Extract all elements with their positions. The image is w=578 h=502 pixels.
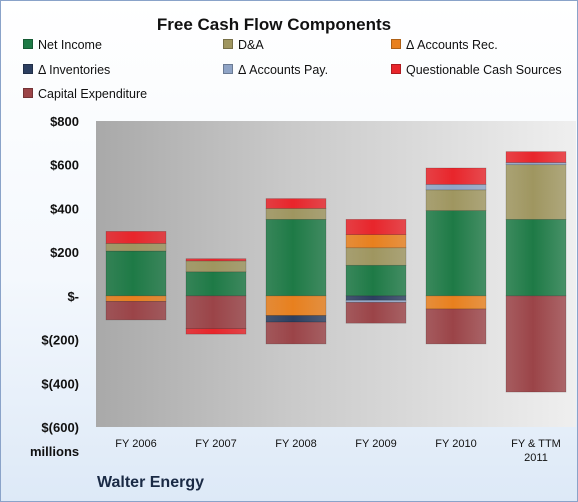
bar-segment xyxy=(105,231,167,244)
bar-segment xyxy=(345,247,407,266)
bar-segment xyxy=(505,164,567,220)
bar-segment xyxy=(265,198,327,209)
x-tick-label: FY & TTM xyxy=(511,438,561,450)
x-tick-label: FY 2008 xyxy=(275,438,316,450)
bar-segment xyxy=(505,219,567,297)
legend-swatch xyxy=(223,64,233,74)
bar-segment xyxy=(265,208,327,220)
y-tick-label: $(200) xyxy=(41,333,79,348)
x-tick-label: FY 2009 xyxy=(355,438,396,450)
legend-item: D&A xyxy=(223,38,264,52)
y-tick-label: $(400) xyxy=(41,376,79,391)
x-tick-label: FY 2006 xyxy=(115,438,156,450)
bar-segment xyxy=(425,184,487,191)
legend-item: Δ Inventories xyxy=(23,63,110,77)
chart-title: Free Cash Flow Components xyxy=(156,15,392,34)
bar-segment xyxy=(185,328,247,335)
legend-label: Δ Inventories xyxy=(38,63,111,77)
bar-segment xyxy=(345,219,407,235)
bar-segment xyxy=(185,258,247,262)
legend-label: D&A xyxy=(238,38,264,52)
bar-segment xyxy=(425,308,487,345)
legend-label: Questionable Cash Sources xyxy=(406,63,562,77)
y-tick-label: $800 xyxy=(50,114,79,129)
bar-segment xyxy=(425,189,487,211)
legend-swatch xyxy=(23,88,33,98)
bar-segment xyxy=(425,210,487,297)
bar-segment xyxy=(185,295,247,329)
legend-item: Questionable Cash Sources xyxy=(391,63,562,77)
bar-segment xyxy=(105,250,167,297)
legend-swatch xyxy=(223,39,233,49)
bar-segment xyxy=(505,151,567,163)
y-tick-label: $200 xyxy=(50,245,79,260)
y-tick-label: $(600) xyxy=(41,420,79,435)
bar-segment xyxy=(265,315,327,323)
x-tick-label: FY 2010 xyxy=(435,438,476,450)
bar-segment xyxy=(185,271,247,297)
bar-segment xyxy=(425,295,487,310)
legend-swatch xyxy=(23,64,33,74)
unit-label: millions xyxy=(30,444,80,459)
y-tick-label: $600 xyxy=(50,158,79,173)
bar-segment xyxy=(265,321,327,345)
bar-segment xyxy=(105,295,167,302)
legend-item: Net Income xyxy=(23,38,102,52)
bar-segment xyxy=(505,295,567,393)
bar-segment xyxy=(105,243,167,252)
legend-swatch xyxy=(23,39,33,49)
legend-item: Δ Accounts Pay. xyxy=(223,63,328,77)
bar-segment xyxy=(185,260,247,273)
bar-segment xyxy=(265,219,327,297)
bar-segment xyxy=(425,167,487,185)
legend-label: Capital Expenditure xyxy=(38,87,148,101)
bar-segment xyxy=(345,302,407,324)
x-tick-label: FY 2007 xyxy=(195,438,236,450)
bar-segment xyxy=(345,264,407,297)
legend-item: Capital Expenditure xyxy=(23,87,147,101)
bar-segment xyxy=(345,295,407,301)
company-name: Walter Energy xyxy=(97,474,204,491)
bar-segment xyxy=(265,295,327,316)
bar-segment xyxy=(505,162,567,166)
legend-label: Δ Accounts Pay. xyxy=(238,63,329,77)
y-tick-label: $400 xyxy=(50,201,79,216)
legend-label: Net Income xyxy=(38,38,102,52)
legend-label: Δ Accounts Rec. xyxy=(406,38,498,52)
bar-segment xyxy=(345,234,407,249)
legend-swatch xyxy=(391,64,401,74)
bar-segment xyxy=(345,299,407,303)
legend-item: Δ Accounts Rec. xyxy=(391,38,498,52)
plot-area xyxy=(96,121,576,427)
y-tick-label: $- xyxy=(67,289,79,304)
x-tick-label: 2011 xyxy=(524,452,548,464)
legend-swatch xyxy=(391,39,401,49)
bar-segment xyxy=(105,301,167,321)
